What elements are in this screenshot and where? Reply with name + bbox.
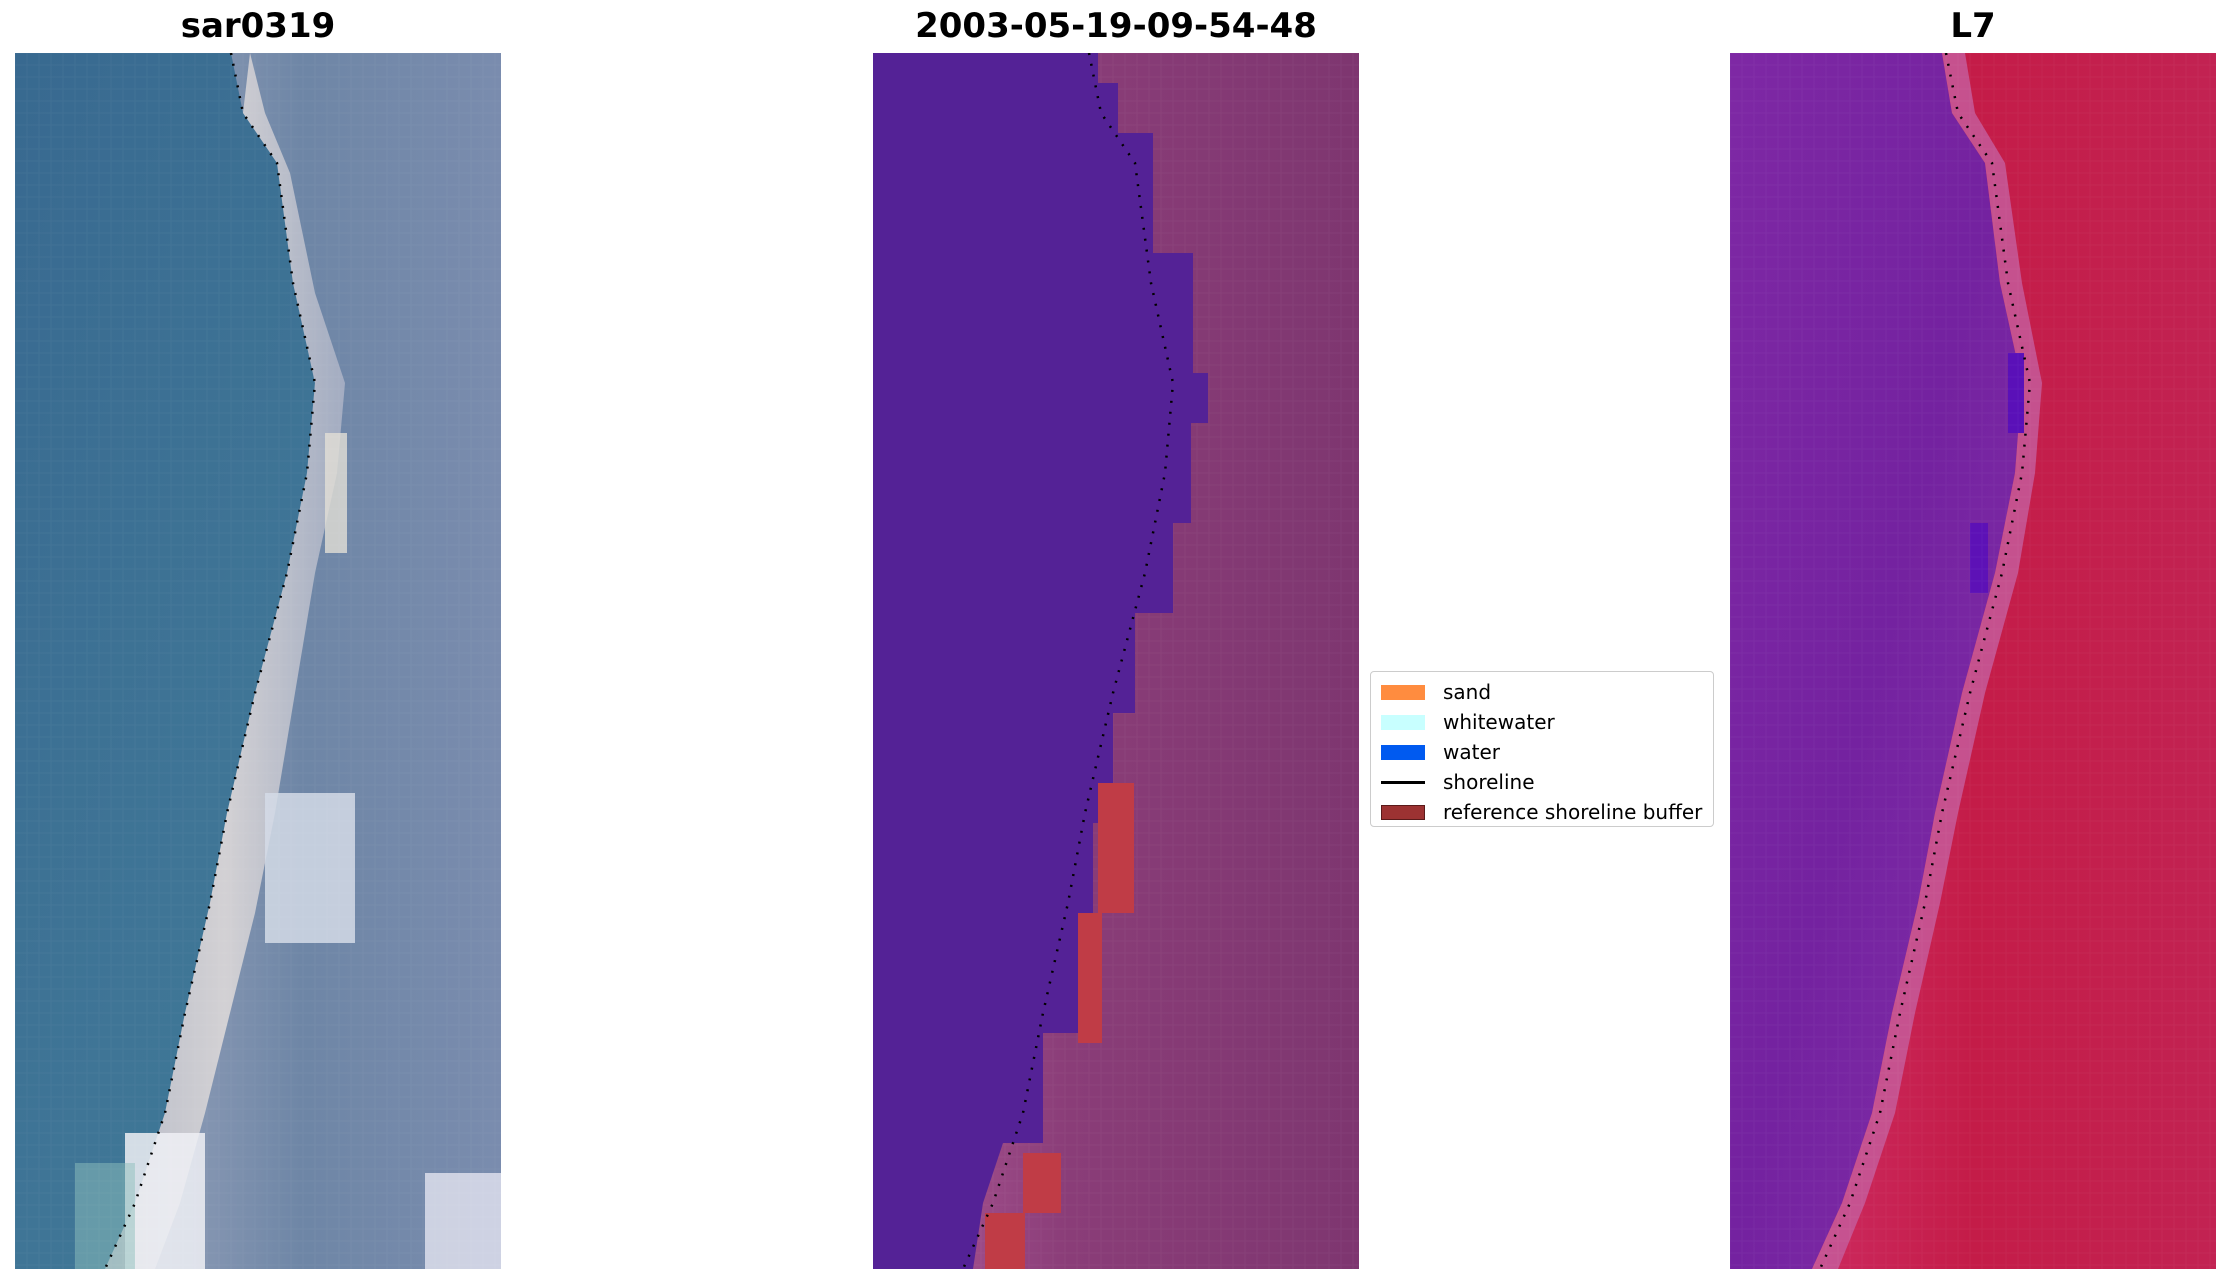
reference-buffer-swatch	[1381, 804, 1425, 820]
legend-label-whitewater: whitewater	[1443, 710, 1555, 734]
legend-item-reference-buffer: reference shoreline buffer	[1381, 797, 1703, 827]
legend: sand whitewater water shoreline referenc…	[1370, 671, 1714, 827]
classified-image-panel	[873, 53, 1359, 1269]
legend-label-water: water	[1443, 740, 1500, 764]
sand-swatch	[1381, 684, 1425, 700]
swir-image-panel	[1730, 53, 2216, 1269]
legend-item-water: water	[1381, 737, 1703, 767]
panel-title-swir: L7	[1950, 6, 1996, 46]
legend-item-shoreline: shoreline	[1381, 767, 1703, 797]
swir-false-color-image	[1730, 53, 2216, 1269]
legend-item-whitewater: whitewater	[1381, 707, 1703, 737]
rgb-satellite-image	[15, 53, 501, 1269]
panel-title-rgb: sar0319	[180, 6, 336, 46]
panel-title-classified: 2003-05-19-09-54-48	[915, 6, 1317, 46]
legend-label-sand: sand	[1443, 680, 1492, 704]
legend-label-reference-buffer: reference shoreline buffer	[1443, 800, 1703, 824]
legend-item-sand: sand	[1381, 677, 1703, 707]
rgb-image-panel	[15, 53, 501, 1269]
water-swatch	[1381, 744, 1425, 760]
classified-image	[873, 53, 1359, 1269]
legend-label-shoreline: shoreline	[1443, 770, 1535, 794]
shoreline-line-swatch	[1381, 780, 1425, 784]
whitewater-swatch	[1381, 714, 1425, 730]
